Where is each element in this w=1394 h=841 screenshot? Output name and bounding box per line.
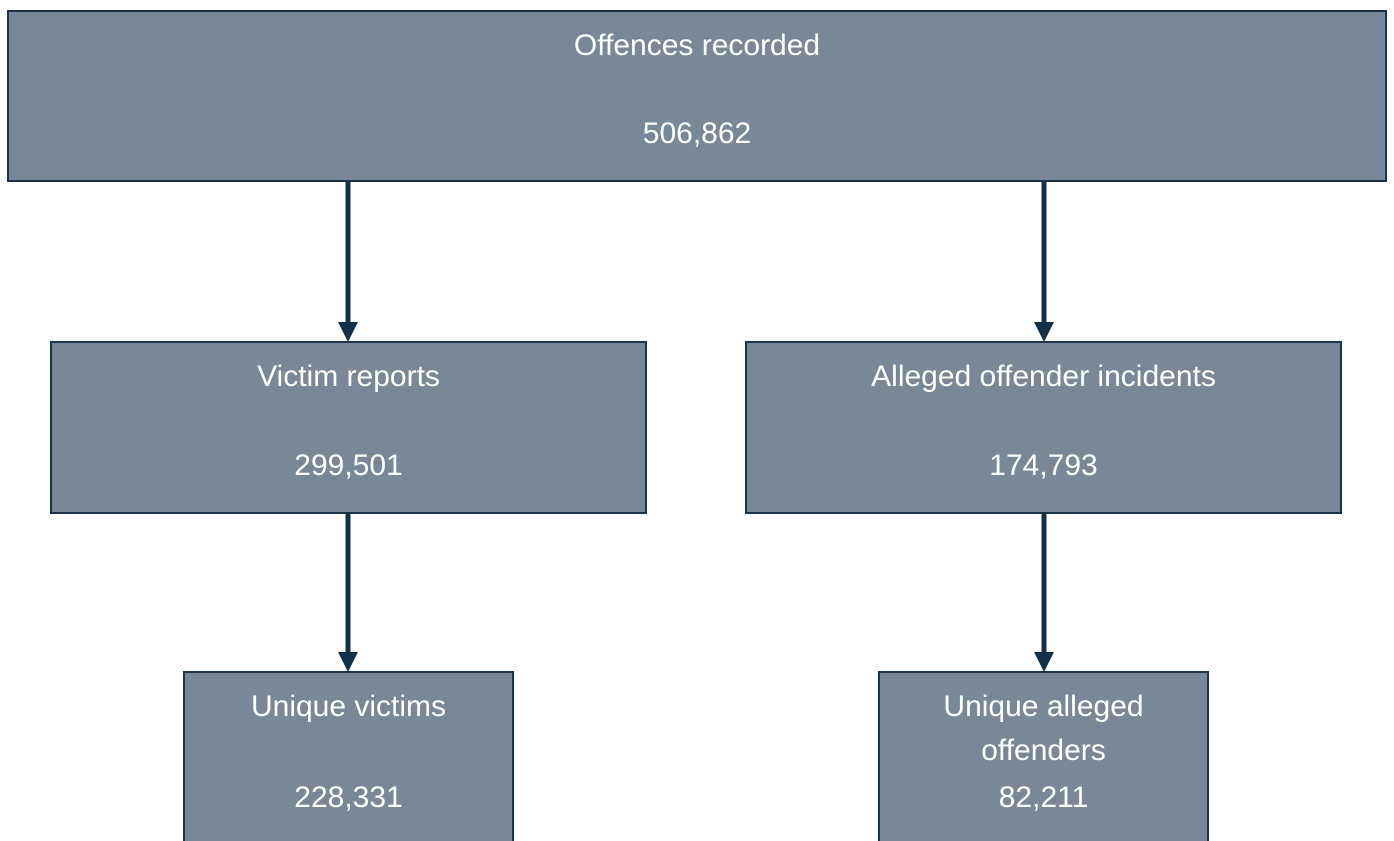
node-value: 506,862 [642,117,752,150]
node-value: 174,793 [989,449,1098,482]
node-value: 228,331 [294,781,403,814]
node: Alleged offender incidents 174,793 [745,341,1342,514]
node: Victim reports 299,501 [50,341,647,514]
node-value: 82,211 [998,781,1089,814]
node-label: Unique victims [250,690,447,723]
node: Unique alleged offenders 82,211 [878,671,1209,841]
node: Offences recorded 506,862 [7,10,1387,182]
node-label: Offences recorded [573,29,821,62]
node: Unique victims 228,331 [183,671,514,841]
node-label: Unique alleged offenders [943,690,1144,767]
node-value: 299,501 [294,449,403,482]
node-label: Victim reports [257,360,440,393]
node-label: Alleged offender incidents [871,360,1216,393]
